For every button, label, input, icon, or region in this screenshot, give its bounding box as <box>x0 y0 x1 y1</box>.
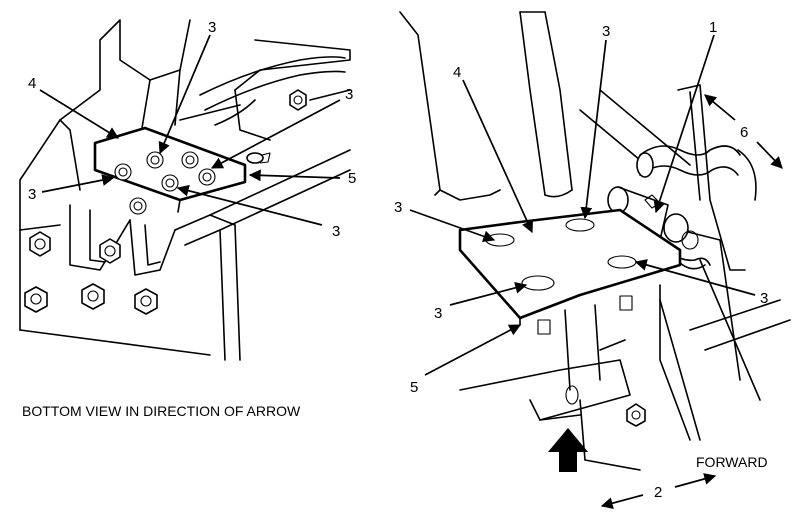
callout-4: 4 <box>453 64 461 81</box>
stud-icon <box>619 295 633 311</box>
forward-label: FORWARD <box>696 454 768 470</box>
callout-3: 3 <box>28 186 36 203</box>
nut-icon <box>289 89 307 111</box>
callout-5: 5 <box>348 170 356 187</box>
callout-4: 4 <box>28 75 36 92</box>
screw-icon <box>198 168 216 186</box>
callout-3: 3 <box>434 305 442 322</box>
clamp-icon <box>246 152 271 164</box>
bottom-view-caption: BOTTOM VIEW IN DIRECTION OF ARROW <box>22 403 301 419</box>
screw-icon <box>114 163 132 181</box>
screw-icon <box>161 174 179 192</box>
callout-3: 3 <box>760 290 768 307</box>
stud-icon <box>537 319 551 335</box>
callout-3: 3 <box>394 199 402 216</box>
screw-hole <box>565 218 595 232</box>
side-view-drawing: 3 1 4 6 3 3 3 5 2 <box>394 11 791 509</box>
callout-3: 3 <box>208 19 216 36</box>
callout-1: 1 <box>709 19 717 36</box>
bolt-head-icon <box>24 286 48 313</box>
callout-3: 3 <box>332 223 340 240</box>
bolt-head-icon <box>81 283 105 310</box>
callout-5: 5 <box>410 379 418 396</box>
callout-6: 6 <box>740 124 748 141</box>
callout-2: 2 <box>654 484 662 501</box>
connector-icon <box>607 186 699 250</box>
bolt-head-icon <box>99 238 121 264</box>
screw-icon <box>129 197 147 215</box>
view-direction-arrow <box>548 428 588 472</box>
bolt-head-icon <box>134 288 158 315</box>
bolt-head-icon <box>626 403 646 427</box>
screw-hole <box>485 233 515 247</box>
callout-3: 3 <box>602 23 610 40</box>
bottom-view-drawing: 3 4 3 3 5 3 <box>19 19 356 361</box>
screw-hole <box>521 275 555 291</box>
callout-3: 3 <box>345 86 353 103</box>
screw-icon <box>181 151 199 169</box>
bolt-head-icon <box>29 231 51 257</box>
screw-hole <box>607 255 637 269</box>
screw-icon <box>146 151 164 169</box>
